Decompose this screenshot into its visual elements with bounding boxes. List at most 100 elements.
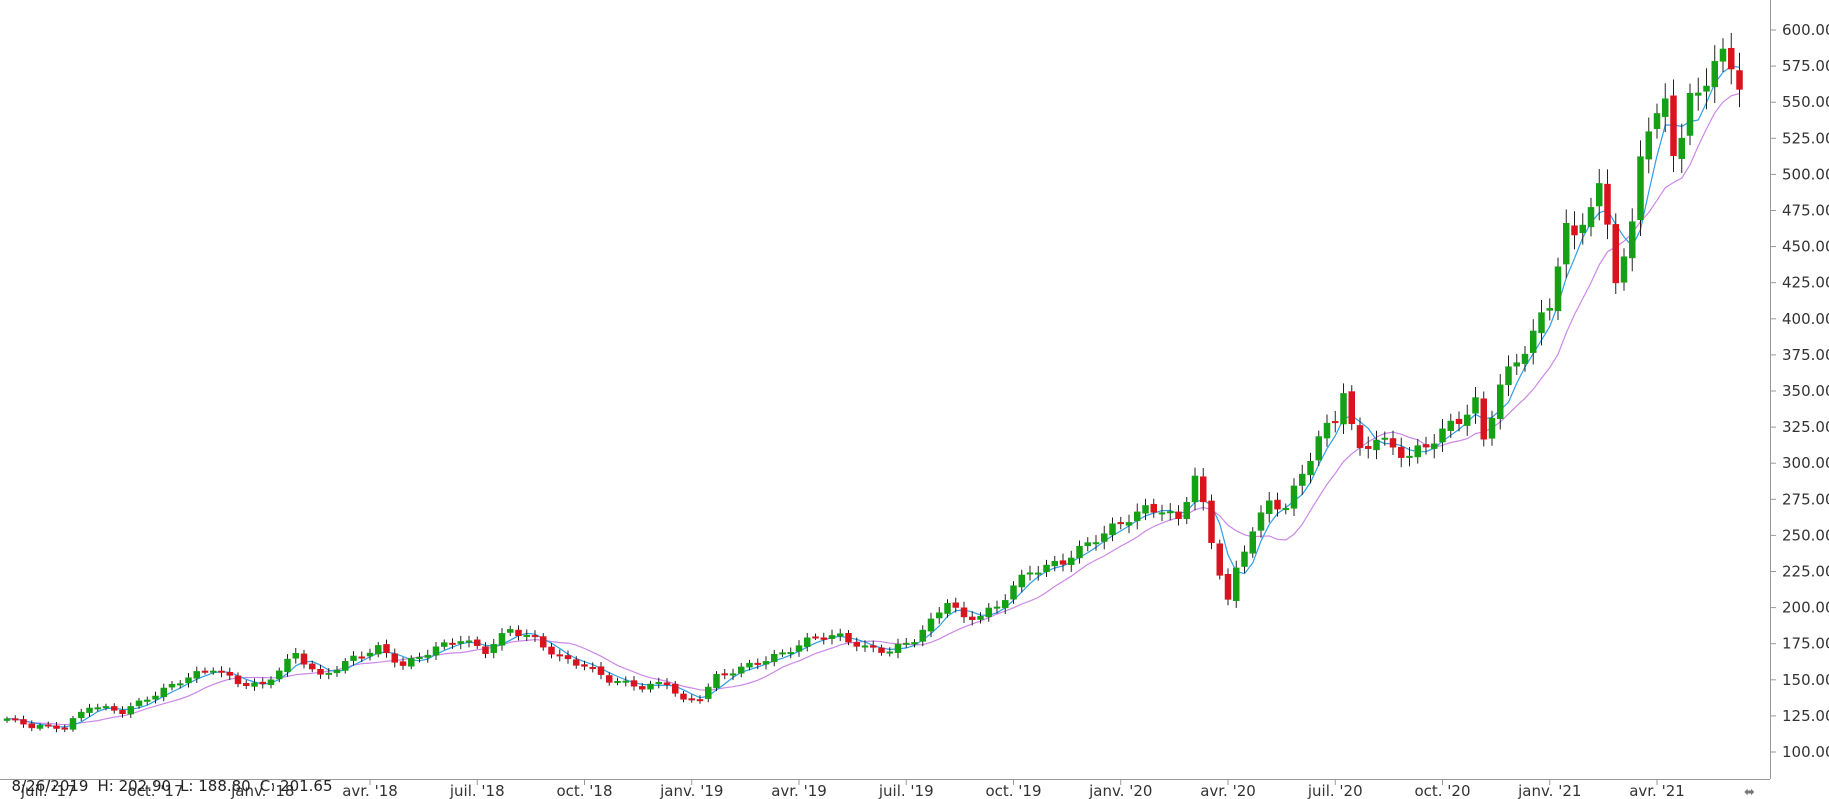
candle-body-up bbox=[1125, 522, 1133, 526]
candle-body-up bbox=[94, 707, 101, 710]
y-tick-label: 475.00 bbox=[1782, 202, 1829, 220]
candle-body-up bbox=[251, 682, 258, 687]
candle bbox=[292, 647, 299, 664]
candle-body-down bbox=[663, 682, 671, 685]
candle bbox=[779, 649, 786, 657]
candle-body-up bbox=[36, 725, 44, 729]
candle bbox=[663, 678, 671, 690]
candle bbox=[589, 662, 596, 673]
candle-body-down bbox=[1216, 543, 1223, 576]
candle-body-down bbox=[721, 673, 728, 676]
candle bbox=[300, 649, 308, 669]
candle bbox=[1307, 452, 1314, 484]
candle-body-down bbox=[581, 664, 588, 667]
candle-body-up bbox=[1686, 92, 1694, 136]
candle-body-down bbox=[820, 637, 827, 640]
candle bbox=[168, 681, 176, 691]
candle-body-up bbox=[1010, 585, 1017, 600]
candle bbox=[828, 629, 836, 645]
candle-body-up bbox=[523, 634, 530, 637]
candle-body-down bbox=[680, 693, 687, 700]
candle bbox=[325, 668, 332, 680]
candle-body-down bbox=[515, 629, 522, 637]
candle-body-down bbox=[952, 602, 959, 608]
candle-body-down bbox=[391, 653, 398, 663]
candle bbox=[1117, 516, 1124, 530]
candle bbox=[498, 628, 506, 651]
candle-body-up bbox=[936, 612, 943, 619]
candle bbox=[705, 683, 712, 703]
candle-body-up bbox=[292, 653, 299, 659]
candle bbox=[919, 625, 926, 647]
candle-body-up bbox=[1323, 422, 1331, 439]
candle-body-down bbox=[606, 675, 613, 683]
y-tick-label: 550.00 bbox=[1782, 93, 1829, 111]
candle bbox=[119, 706, 126, 718]
candle bbox=[1332, 410, 1339, 433]
candle bbox=[399, 657, 407, 670]
candle-body-up bbox=[1629, 221, 1636, 259]
candle-body-up bbox=[944, 603, 951, 614]
candle-body-up bbox=[1472, 397, 1479, 414]
y-tick-label: 350.00 bbox=[1782, 382, 1829, 400]
candle-body-up bbox=[1414, 445, 1421, 458]
candle bbox=[1719, 38, 1727, 72]
candle-body-up bbox=[1026, 572, 1034, 575]
candle-body-up bbox=[3, 718, 11, 721]
candle-body-up bbox=[746, 662, 753, 668]
candle-body-up bbox=[1488, 417, 1496, 439]
x-tick-label: avr. '20 bbox=[1200, 782, 1256, 799]
x-tick-label: juil. '17 bbox=[20, 782, 76, 799]
candle bbox=[1002, 594, 1009, 615]
candle-body-up bbox=[507, 629, 514, 633]
candle bbox=[53, 722, 60, 733]
candle bbox=[1373, 430, 1380, 460]
candle-body-up bbox=[614, 681, 621, 684]
candle bbox=[1142, 498, 1149, 521]
candle-body-up bbox=[804, 637, 811, 647]
candle bbox=[597, 662, 605, 680]
time-axis-arrow-icon[interactable]: ⬌ bbox=[1744, 785, 1755, 799]
candle-body-up bbox=[779, 652, 786, 655]
candle-body-up bbox=[903, 642, 910, 645]
candle bbox=[243, 680, 250, 689]
candle-body-up bbox=[1678, 137, 1685, 159]
candle bbox=[449, 638, 456, 649]
candle-body-up bbox=[1464, 414, 1471, 426]
candle-body-up bbox=[69, 718, 77, 730]
candle bbox=[1175, 505, 1182, 526]
candle-body-up bbox=[977, 616, 984, 620]
x-tick-label: avr. '19 bbox=[771, 782, 827, 799]
candle bbox=[985, 603, 992, 622]
candle-body-down bbox=[119, 709, 126, 714]
candle bbox=[1497, 374, 1504, 430]
candle-body-up bbox=[1381, 437, 1388, 440]
candle-body-up bbox=[432, 646, 440, 656]
candle-body-up bbox=[622, 680, 629, 683]
candle bbox=[1191, 467, 1199, 511]
candle-body-down bbox=[1356, 425, 1364, 449]
candle-body-down bbox=[399, 661, 407, 666]
readout-close: C: 201.65 bbox=[259, 777, 333, 795]
candle-body-up bbox=[1653, 113, 1661, 129]
candle-body-down bbox=[1059, 560, 1067, 565]
candle-body-up bbox=[498, 633, 506, 646]
candle bbox=[1431, 434, 1438, 459]
candle-body-down bbox=[564, 655, 572, 660]
candle-body-down bbox=[688, 698, 695, 701]
candle bbox=[1678, 123, 1685, 174]
candle-body-down bbox=[1480, 398, 1487, 440]
candle bbox=[366, 648, 374, 661]
candle bbox=[1365, 436, 1372, 459]
candle-body-up bbox=[1439, 428, 1446, 443]
candle bbox=[795, 640, 803, 657]
candle-body-down bbox=[111, 706, 118, 711]
candle-body-down bbox=[1224, 574, 1232, 600]
candle bbox=[1323, 414, 1331, 447]
candle-body-up bbox=[1521, 353, 1529, 364]
candle bbox=[531, 630, 539, 642]
candle-body-up bbox=[1076, 545, 1083, 559]
candle bbox=[540, 633, 547, 651]
candle bbox=[416, 652, 423, 663]
candle-body-up bbox=[1241, 551, 1248, 567]
